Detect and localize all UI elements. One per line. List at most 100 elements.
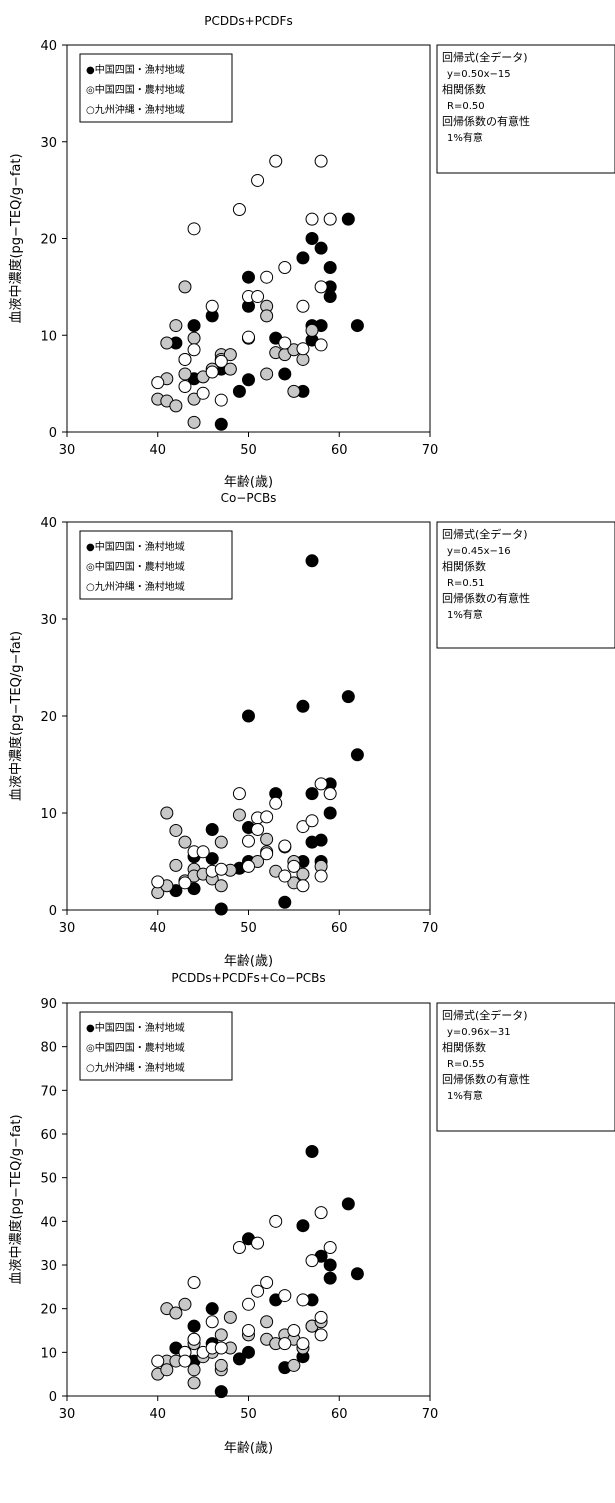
- data-point-3: [251, 822, 265, 836]
- y-tick-label: 30: [40, 1259, 57, 1274]
- data-point-3: [242, 1324, 255, 1337]
- data-point-3: [323, 787, 337, 801]
- legend: [79, 530, 233, 600]
- data-point-3: [251, 1284, 265, 1298]
- data-point-3: [314, 1310, 328, 1324]
- legend-entry-3: ○九州沖縄・漁村地域: [86, 103, 185, 116]
- data-point-2: [160, 806, 174, 820]
- y-tick-label: 80: [40, 1041, 57, 1056]
- x-tick-label: 50: [240, 1407, 257, 1422]
- x-tick-label: 60: [331, 1407, 348, 1422]
- data-point-2: [169, 319, 183, 333]
- x-axis-label: 年齢(歳): [224, 954, 273, 969]
- y-tick-label: 20: [40, 233, 57, 248]
- data-point-2: [287, 384, 301, 398]
- data-point-1: [187, 319, 201, 333]
- data-point-3: [323, 212, 337, 226]
- data-point-1: [323, 261, 337, 275]
- data-point-2: [260, 309, 274, 323]
- data-point-3: [278, 839, 292, 853]
- y-tick-label: 50: [40, 1172, 57, 1187]
- data-point-1: [323, 290, 337, 304]
- data-point-3: [296, 342, 310, 356]
- data-point-1: [305, 232, 319, 245]
- data-point-3: [205, 1315, 219, 1329]
- data-point-3: [296, 299, 310, 313]
- data-point-3: [196, 386, 210, 400]
- y-tick-label: 10: [40, 329, 57, 344]
- data-point-1: [323, 806, 337, 820]
- x-tick-label: 70: [422, 921, 439, 936]
- data-point-3: [314, 1206, 328, 1220]
- chart-title: Co−PCBs: [221, 491, 277, 505]
- data-point-2: [187, 1376, 201, 1390]
- data-point-1: [242, 373, 255, 387]
- regression-info-line: R=0.50: [447, 101, 485, 112]
- regression-info-line: y=0.50x−15: [447, 69, 511, 80]
- data-point-2: [305, 323, 319, 337]
- data-point-2: [260, 1315, 274, 1329]
- data-point-1: [205, 852, 219, 866]
- data-point-1: [314, 833, 328, 847]
- data-point-2: [214, 835, 228, 849]
- x-tick-label: 60: [331, 921, 348, 936]
- data-point-1: [214, 902, 228, 916]
- y-tick-label: 30: [40, 613, 57, 628]
- x-tick-label: 30: [59, 1407, 76, 1422]
- data-point-1: [278, 367, 292, 381]
- y-tick-label: 40: [40, 516, 57, 531]
- data-point-1: [214, 417, 228, 431]
- y-tick-label: 10: [40, 807, 57, 822]
- data-point-3: [305, 814, 319, 828]
- data-point-3: [314, 338, 328, 352]
- data-point-3: [314, 869, 328, 883]
- y-tick-label: 20: [40, 1303, 57, 1318]
- data-point-3: [214, 1341, 228, 1355]
- y-tick-label: 70: [40, 1084, 57, 1099]
- data-point-3: [314, 777, 328, 791]
- data-point-2: [223, 348, 237, 362]
- y-tick-label: 90: [40, 997, 57, 1012]
- data-point-3: [251, 173, 265, 187]
- data-point-2: [187, 1363, 201, 1377]
- data-point-3: [260, 847, 274, 861]
- legend-entry-3: ○九州沖縄・漁村地域: [86, 580, 185, 593]
- regression-info-line: 回帰係数の有意性: [442, 114, 530, 128]
- data-point-3: [287, 1324, 301, 1337]
- y-tick-label: 40: [40, 1215, 57, 1230]
- regression-info-line: 回帰式(全データ): [442, 527, 528, 541]
- data-point-3: [178, 352, 192, 366]
- legend: [79, 1011, 233, 1081]
- data-point-3: [269, 796, 283, 810]
- data-point-1: [350, 1267, 364, 1281]
- y-tick-label: 10: [40, 1346, 57, 1361]
- data-point-1: [314, 241, 328, 255]
- data-point-1: [242, 270, 255, 284]
- x-tick-label: 40: [149, 443, 166, 458]
- data-point-1: [205, 1302, 219, 1316]
- data-point-3: [278, 1289, 292, 1303]
- data-point-1: [187, 882, 201, 896]
- x-tick-label: 40: [149, 921, 166, 936]
- data-point-3: [260, 270, 274, 284]
- data-point-3: [278, 261, 292, 275]
- data-point-3: [178, 876, 192, 890]
- regression-info-line: 1%有意: [447, 608, 483, 621]
- data-point-1: [278, 895, 292, 909]
- y-tick-label: 0: [49, 1390, 57, 1405]
- regression-info-line: 回帰式(全データ): [442, 1008, 528, 1022]
- data-point-1: [305, 1144, 319, 1158]
- regression-info-line: 1%有意: [447, 131, 483, 144]
- data-point-3: [314, 154, 328, 168]
- data-point-3: [187, 1275, 201, 1289]
- data-point-3: [205, 299, 219, 313]
- regression-info-line: 1%有意: [447, 1089, 483, 1102]
- x-tick-label: 40: [149, 1407, 166, 1422]
- data-point-1: [296, 1219, 310, 1233]
- data-point-3: [296, 820, 310, 834]
- data-point-2: [223, 362, 237, 376]
- data-point-3: [205, 365, 219, 379]
- data-point-2: [223, 1310, 237, 1324]
- legend-entry-3: ○九州沖縄・漁村地域: [86, 1061, 185, 1074]
